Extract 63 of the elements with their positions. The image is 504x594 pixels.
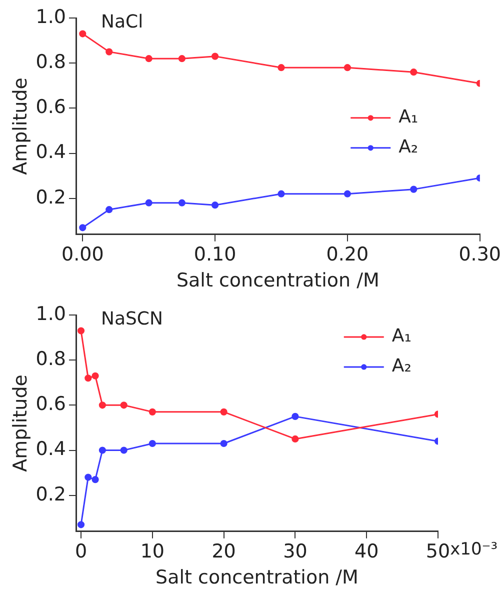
- point: [278, 190, 285, 198]
- point: [292, 412, 299, 420]
- point: [220, 408, 228, 416]
- y-tick-label: 1.0: [36, 6, 66, 28]
- y-tick-label: 1.0: [36, 302, 66, 325]
- point: [98, 402, 106, 409]
- y-tick-label: 0.8: [36, 51, 66, 74]
- point: [79, 30, 86, 38]
- legend-label: A₂: [398, 136, 418, 158]
- y-axis-title: Amplitude: [9, 78, 32, 175]
- point: [344, 64, 351, 72]
- x-tick-label: 0.10: [194, 244, 236, 266]
- legend-label: A₂: [392, 356, 412, 377]
- point: [178, 55, 186, 62]
- chart-title: NaCl: [101, 12, 144, 33]
- point: [211, 202, 219, 209]
- x-tick-label: 30: [283, 540, 308, 563]
- point: [220, 440, 228, 448]
- x-tick-label: 0.20: [326, 244, 369, 266]
- y-axis-title: Amplitude: [9, 374, 32, 472]
- point: [148, 408, 156, 416]
- point: [120, 402, 128, 409]
- point: [148, 440, 156, 448]
- legend-label: A₁: [392, 326, 412, 347]
- y-tick-label: 0.4: [36, 438, 66, 460]
- x-tick-label: 50: [426, 540, 450, 563]
- legend-label: A₁: [398, 106, 418, 128]
- x-tick-label: 0.00: [61, 244, 104, 266]
- point: [145, 199, 152, 206]
- point: [77, 327, 85, 334]
- point: [211, 52, 219, 60]
- point: [77, 521, 85, 528]
- chart-title: NaSCN: [101, 308, 163, 330]
- point: [106, 206, 113, 214]
- text: x10⁻³: [450, 539, 498, 560]
- x-tick-label: 10: [140, 540, 165, 563]
- point: [120, 446, 128, 454]
- point: [292, 435, 299, 443]
- point: [145, 55, 152, 62]
- point: [278, 64, 285, 72]
- y-tick-label: 0.2: [36, 186, 66, 208]
- x-tick-label: 0: [74, 540, 88, 563]
- x-axis-title: Salt concentration /M: [156, 566, 358, 589]
- y-tick-label: 0.6: [36, 393, 66, 416]
- point: [98, 446, 106, 454]
- point: [84, 474, 92, 481]
- y-tick-label: 0.4: [36, 141, 66, 164]
- point: [84, 374, 92, 382]
- point: [106, 48, 113, 56]
- point: [344, 190, 351, 198]
- x-tick-label: 20: [212, 540, 236, 563]
- x-axis-title: Salt concentration /M: [176, 270, 380, 292]
- point: [92, 476, 99, 484]
- point: [92, 372, 99, 380]
- y-tick-label: 0.2: [36, 483, 66, 506]
- x-tick-label: 0.30: [458, 244, 502, 266]
- point: [178, 199, 186, 206]
- point: [410, 68, 418, 76]
- point: [410, 186, 418, 193]
- y-tick-label: 0.6: [36, 96, 66, 118]
- point: [79, 224, 86, 232]
- y-tick-label: 0.8: [36, 348, 66, 370]
- x-tick-label: 40: [354, 540, 379, 563]
